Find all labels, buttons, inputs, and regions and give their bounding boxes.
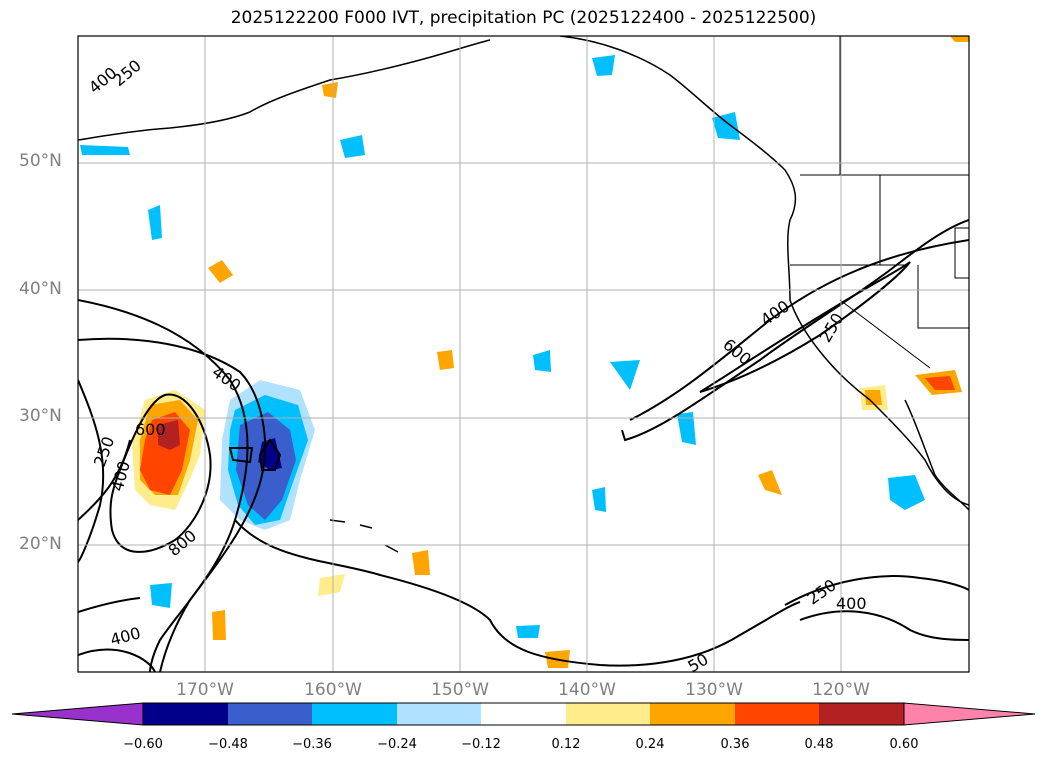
cool-blob-east-2 [677, 412, 696, 445]
colorbar-tick: 0.24 [635, 737, 665, 752]
contour-label: 250 [804, 575, 840, 608]
lon-label: 140°W [558, 680, 616, 700]
borders [790, 36, 969, 369]
warm-blob-north [322, 82, 338, 98]
cool-blob-alaska [712, 112, 740, 140]
map-title: 2025122200 F000 IVT, precipitation PC (2… [230, 8, 817, 28]
colorbar [11, 702, 1036, 726]
warm-blob-west [208, 260, 233, 283]
contour-label: 50 [684, 650, 711, 677]
cool-blob-3 [80, 145, 130, 155]
colorbar-tick: 0.60 [889, 737, 919, 752]
cool-blob-east [610, 360, 640, 390]
colorbar-bin [566, 703, 650, 725]
lon-label: 170°W [176, 680, 234, 700]
contour-label: 400 [108, 459, 134, 493]
contour-label: 800 [164, 526, 200, 560]
precip-shading [80, 36, 969, 668]
contour-label: 400 [836, 594, 867, 613]
contour-label: 400 [108, 623, 142, 649]
warm-blob-south-2 [318, 574, 345, 596]
cool-blob-2 [340, 135, 365, 158]
colorbar-tick: −0.24 [377, 737, 417, 752]
colorbar-tick: −0.36 [292, 737, 332, 752]
lon-label: 130°W [685, 680, 743, 700]
contour-label: 600 [135, 420, 166, 439]
lat-label: 40°N [19, 279, 62, 299]
warm-blob-ca-core [925, 376, 955, 390]
colorbar-bin [397, 703, 481, 725]
cool-blob-south-2 [516, 625, 540, 638]
colorbar-tick: −0.48 [208, 737, 248, 752]
coastlines [78, 36, 969, 553]
warm-blob-northeast [950, 36, 969, 42]
colorbar-bin [143, 703, 228, 725]
colorbar-frame [142, 702, 905, 726]
colorbar-tick: −0.60 [123, 737, 163, 752]
lat-label: 50°N [19, 151, 62, 171]
lon-label: 150°W [431, 680, 489, 700]
warm-anomaly-west-max [158, 420, 180, 450]
contour-label: 250 [109, 56, 145, 90]
cool-blob-1 [148, 205, 162, 240]
colorbar-bin [650, 703, 735, 725]
warm-blob-south-1 [212, 610, 226, 640]
cool-blob-south-3 [592, 487, 606, 512]
warm-blob-east [758, 470, 782, 495]
warm-blob-mid [437, 350, 454, 370]
cool-blob-south [150, 583, 172, 608]
colorbar-bin [735, 703, 819, 725]
gridlines [78, 36, 969, 672]
colorbar-tick: 0.48 [804, 737, 834, 752]
lat-label: 30°N [19, 406, 62, 426]
cool-blob-mid [533, 350, 551, 372]
contour-label: 400 [209, 362, 245, 395]
colorbar-bin [481, 703, 566, 725]
map-frame [77, 35, 970, 673]
colorbar-bin [228, 703, 312, 725]
lon-label: 160°W [304, 680, 362, 700]
cool-blob-4 [592, 55, 615, 76]
colorbar-low-extension [11, 702, 144, 726]
warm-blob-baja-core [865, 390, 882, 405]
ivt-contours [78, 219, 969, 672]
colorbar-bin [819, 703, 904, 725]
contour-label: 400 [757, 296, 793, 329]
colorbar-tick: 0.12 [551, 737, 581, 752]
colorbar-bin [312, 703, 397, 725]
colorbar-tick: −0.12 [461, 737, 501, 752]
contour-label: 600 [719, 335, 755, 369]
lat-label: 20°N [19, 534, 62, 554]
colorbar-tick: 0.36 [720, 737, 750, 752]
lon-label: 120°W [812, 680, 870, 700]
cool-blob-southeast [888, 475, 925, 510]
colorbar-high-extension [903, 702, 1036, 726]
warm-blob-south-3 [412, 550, 430, 575]
